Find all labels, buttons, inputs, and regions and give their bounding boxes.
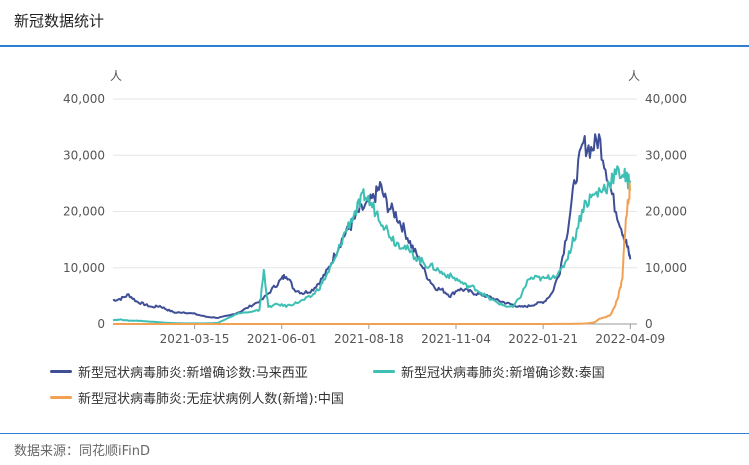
axes: 40,000 30,000 20,000 10,000 0 40,000 30,000 20,…	[63, 69, 687, 346]
legend-item-thailand[interactable]: 新型冠状病毒肺炎:新增确诊数:泰国	[373, 362, 605, 381]
data-source: 数据来源：同花顺iFinD	[14, 444, 151, 459]
series-line-thailand	[112, 165, 632, 325]
legend-label-malaysia: 新型冠状病毒肺炎:新增确诊数:马来西亚	[78, 366, 308, 381]
right-y-tick-label: 30,000	[645, 148, 687, 162]
left-y-tick-label: 10,000	[63, 261, 105, 275]
x-tick-label: 2021-08-18	[334, 332, 404, 346]
x-tick-label: 2022-04-09	[595, 332, 665, 346]
line-chart: 40,000 30,000 20,000 10,000 0 40,000 30,000 20,…	[63, 69, 687, 346]
legend-swatch-thailand	[373, 370, 395, 373]
legend-swatch-malaysia	[50, 370, 72, 373]
left-y-tick-label: 30,000	[63, 148, 105, 162]
right-y-tick-label: 40,000	[645, 92, 687, 106]
series-line-china	[113, 182, 632, 325]
series-line-malaysia	[112, 133, 632, 319]
legend-item-malaysia[interactable]: 新型冠状病毒肺炎:新增确诊数:马来西亚	[50, 362, 308, 381]
legend-item-china[interactable]: 新型冠状病毒肺炎:无症状病例人数(新增):中国	[50, 388, 344, 407]
left-axis-unit: 人	[110, 69, 122, 83]
series-lines	[112, 133, 632, 325]
legend-swatch-china	[50, 396, 72, 399]
x-tick-label: 2022-01-21	[508, 332, 578, 346]
right-axis-unit: 人	[628, 69, 640, 83]
left-y-tick-label: 0	[97, 317, 105, 331]
x-tick-label: 2021-11-04	[421, 332, 491, 346]
left-y-tick-label: 40,000	[63, 92, 105, 106]
right-y-tick-label: 20,000	[645, 205, 687, 219]
right-y-tick-label: 10,000	[645, 261, 687, 275]
footer-divider	[0, 433, 749, 434]
left-y-tick-label: 20,000	[63, 205, 105, 219]
x-tick-label: 2021-03-15	[160, 332, 230, 346]
page-title: 新冠数据统计	[14, 12, 105, 30]
right-y-tick-label: 0	[645, 317, 653, 331]
title-divider	[0, 45, 749, 47]
legend-label-china: 新型冠状病毒肺炎:无症状病例人数(新增):中国	[78, 392, 344, 407]
legend-label-thailand: 新型冠状病毒肺炎:新增确诊数:泰国	[401, 366, 605, 381]
grid-lines	[113, 98, 637, 269]
x-tick-label: 2021-06-01	[247, 332, 317, 346]
